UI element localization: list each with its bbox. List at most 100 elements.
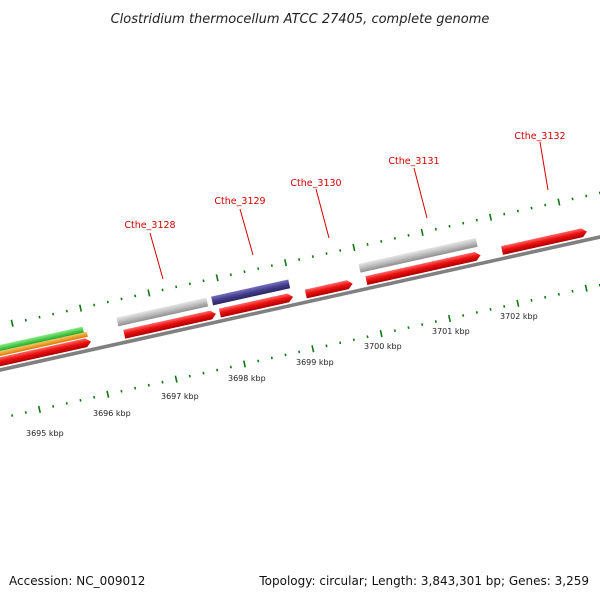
- minor-tick: [544, 295, 547, 299]
- minor-tick: [503, 305, 506, 308]
- minor-tick: [393, 236, 396, 240]
- minor-tick: [134, 294, 137, 298]
- minor-tick: [216, 368, 219, 372]
- minor-tick: [530, 298, 533, 302]
- minor-tick: [571, 289, 574, 293]
- topology-text: Topology: circular; Length: 3,843,301 bp…: [259, 574, 589, 588]
- map-track-group: [0, 191, 600, 417]
- gene-label: Cthe_3130: [290, 178, 341, 189]
- minor-tick: [448, 224, 451, 228]
- minor-tick: [229, 365, 232, 369]
- gene-label: Cthe_3129: [214, 196, 265, 207]
- gene-feature-grey: [116, 297, 209, 327]
- minor-tick: [65, 309, 68, 313]
- minor-tick: [516, 209, 519, 213]
- major-tick: [516, 299, 520, 307]
- major-tick: [420, 228, 424, 236]
- gene-feature-green: [0, 326, 84, 355]
- map-title: Clostridium thermocellum ATCC 27405, com…: [111, 12, 490, 27]
- minor-tick: [38, 315, 41, 319]
- major-tick: [584, 284, 588, 292]
- scale-label: 3701 kbp: [432, 327, 470, 336]
- minor-tick: [352, 338, 355, 342]
- minor-tick: [571, 197, 574, 201]
- cds-arrow: [304, 280, 353, 299]
- minor-tick: [175, 285, 178, 289]
- major-tick: [557, 198, 561, 206]
- major-tick: [352, 243, 356, 252]
- minor-tick: [298, 350, 301, 354]
- minor-tick: [24, 411, 27, 414]
- minor-tick: [257, 359, 260, 363]
- minor-tick: [325, 344, 328, 348]
- minor-tick: [462, 221, 465, 225]
- gene-label-leader: [539, 141, 549, 191]
- major-tick: [174, 375, 178, 383]
- scale-label: 3697 kbp: [161, 392, 199, 401]
- minor-tick: [24, 318, 27, 322]
- minor-tick: [434, 227, 437, 231]
- minor-tick: [298, 258, 301, 261]
- minor-tick: [257, 267, 260, 271]
- minor-tick: [243, 270, 246, 274]
- gene-label: Cthe_3132: [514, 131, 565, 142]
- minor-tick: [161, 380, 164, 384]
- minor-tick: [339, 249, 342, 252]
- minor-tick: [503, 212, 506, 216]
- minor-tick: [585, 194, 588, 198]
- scale-label: 3698 kbp: [228, 374, 266, 383]
- minor-tick: [270, 356, 273, 360]
- cds-arrow: [0, 338, 92, 369]
- minor-tick: [270, 264, 273, 268]
- minor-tick: [393, 329, 396, 333]
- scale-label: 3702 kbp: [500, 312, 538, 321]
- major-tick: [78, 304, 83, 312]
- minor-tick: [93, 395, 96, 399]
- minor-tick: [366, 243, 369, 246]
- backbone-line: [0, 221, 600, 381]
- gene-feature-orange: [0, 331, 88, 359]
- minor-tick: [284, 353, 287, 357]
- minor-tick: [65, 401, 68, 405]
- minor-tick: [106, 300, 109, 304]
- major-tick: [106, 390, 110, 398]
- minor-tick: [311, 255, 314, 258]
- scale-label: 3695 kbp: [26, 429, 64, 438]
- minor-tick: [229, 273, 232, 277]
- minor-tick: [421, 323, 424, 326]
- minor-tick: [11, 414, 14, 417]
- major-tick: [147, 289, 151, 297]
- cds-arrow: [501, 228, 587, 255]
- minor-tick: [557, 292, 560, 296]
- minor-tick: [380, 240, 383, 243]
- major-tick: [242, 360, 247, 368]
- gene-label-leader: [413, 167, 428, 219]
- minor-tick: [202, 279, 205, 283]
- minor-tick: [120, 389, 123, 393]
- minor-tick: [434, 320, 437, 323]
- major-tick: [447, 314, 452, 323]
- gene-feature-purple: [211, 279, 291, 306]
- major-tick: [283, 259, 288, 267]
- gene-feature-grey: [358, 237, 478, 273]
- minor-tick: [366, 335, 369, 339]
- major-tick: [215, 274, 219, 282]
- outer-tick-ring: [10, 191, 600, 327]
- minor-tick: [462, 314, 465, 317]
- minor-tick: [489, 308, 492, 311]
- accession-text: Accession: NC_009012: [9, 574, 146, 588]
- major-tick: [379, 330, 383, 338]
- minor-tick: [188, 282, 191, 286]
- minor-tick: [202, 371, 205, 375]
- minor-tick: [188, 374, 191, 378]
- minor-tick: [52, 405, 55, 408]
- gene-label: Cthe_3131: [388, 156, 439, 167]
- gene-label-leader: [315, 188, 330, 239]
- minor-tick: [475, 311, 478, 314]
- minor-tick: [407, 233, 410, 237]
- minor-tick: [544, 203, 547, 207]
- scale-label: 3699 kbp: [296, 358, 334, 367]
- cds-arrow: [218, 293, 294, 318]
- gene-label: Cthe_3128: [124, 220, 175, 231]
